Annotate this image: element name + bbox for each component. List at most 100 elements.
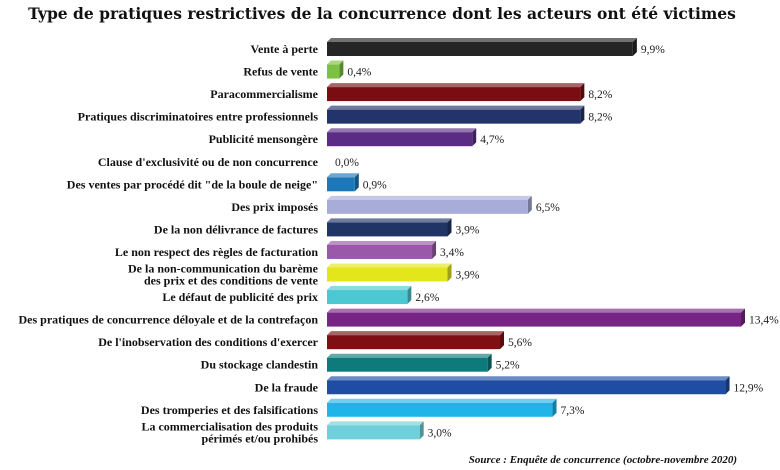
value-label: 3,4% bbox=[440, 247, 464, 259]
bar bbox=[327, 109, 581, 124]
bar-row: Le défaut de publicité des prix 2,6% bbox=[162, 286, 440, 305]
value-label: 5,2% bbox=[496, 360, 520, 372]
value-label: 0,0% bbox=[335, 157, 359, 169]
category-label-line: périmés et/ou prohibés bbox=[202, 431, 319, 445]
bar bbox=[327, 402, 553, 417]
bar bbox=[327, 312, 741, 327]
bar-top-face bbox=[327, 353, 492, 358]
bar-top-face bbox=[327, 240, 437, 245]
category-label: Des ventes par procédé dit "de la boule … bbox=[67, 177, 318, 191]
bar-top-face bbox=[327, 218, 452, 223]
bar-side-face bbox=[432, 240, 437, 259]
bar-top-face bbox=[327, 286, 412, 291]
bar bbox=[327, 357, 488, 372]
chart-title: Type de pratiques restrictives de la con… bbox=[28, 4, 736, 23]
category-label: Clause d'exclusivité ou de non concurren… bbox=[98, 155, 319, 169]
bar bbox=[327, 64, 340, 79]
value-label: 6,5% bbox=[536, 202, 560, 214]
category-label: Des pratiques de concurrence déloyale et… bbox=[18, 313, 318, 327]
value-label: 9,9% bbox=[641, 44, 665, 56]
category-label-line: De la non-communication du barème bbox=[128, 262, 319, 276]
bar-top-face bbox=[327, 83, 585, 88]
bar bbox=[327, 425, 420, 440]
bar-row: Des ventes par procédé dit "de la boule … bbox=[67, 173, 387, 192]
bar-row: Pratiques discriminatoires entre profess… bbox=[78, 105, 613, 124]
category-label: De la non délivrance de factures bbox=[154, 222, 318, 236]
category-label: Paracommercialisme bbox=[210, 87, 318, 101]
value-label: 0,9% bbox=[363, 179, 387, 191]
category-label: Publicité mensongère bbox=[209, 132, 319, 146]
bar bbox=[327, 199, 528, 214]
category-label: De l'inobservation des conditions d'exer… bbox=[98, 335, 318, 349]
value-label: 7,3% bbox=[561, 405, 585, 417]
bar bbox=[327, 42, 633, 56]
bar-side-face bbox=[447, 263, 452, 282]
bar bbox=[327, 380, 726, 395]
bar-side-face bbox=[339, 60, 344, 79]
bar-top-face bbox=[327, 421, 424, 426]
bar-row: Refus de vente 0,4% bbox=[243, 60, 372, 79]
category-label: Du stockage clandestin bbox=[201, 358, 319, 372]
bar-top-face bbox=[327, 60, 344, 65]
bar bbox=[327, 267, 448, 282]
bar-top-face bbox=[327, 38, 637, 42]
bar bbox=[327, 290, 408, 305]
bar-side-face bbox=[354, 173, 359, 192]
category-label: Pratiques discriminatoires entre profess… bbox=[78, 110, 319, 124]
category-label: Refus de vente bbox=[243, 65, 318, 79]
bar-side-face bbox=[632, 38, 637, 56]
bar-side-face bbox=[741, 308, 745, 327]
bar-side-face bbox=[487, 353, 492, 372]
bar-row: La commercialisation des produitspérimés… bbox=[141, 419, 452, 445]
bar-side-face bbox=[580, 105, 585, 124]
category-label: Des prix imposés bbox=[231, 200, 318, 214]
category-label: De la fraude bbox=[255, 380, 319, 394]
value-label: 5,6% bbox=[508, 337, 532, 349]
bar-top-face bbox=[327, 173, 359, 178]
bar bbox=[327, 335, 501, 350]
bar-top-face bbox=[327, 398, 557, 403]
bar bbox=[327, 222, 448, 237]
category-label: Des tromperies et des falsifications bbox=[141, 403, 318, 417]
bar-top-face bbox=[327, 376, 730, 381]
category-label: Le défaut de publicité des prix bbox=[162, 290, 318, 304]
category-label: Vente à perte bbox=[250, 42, 318, 56]
value-label: 8,2% bbox=[588, 89, 612, 101]
bar-side-face bbox=[500, 331, 505, 350]
bar-row: Des pratiques de concurrence déloyale et… bbox=[18, 308, 779, 327]
bar-row: De la non délivrance de factures 3,9% bbox=[154, 218, 480, 237]
value-label: 12,9% bbox=[734, 382, 764, 394]
value-label: 3,9% bbox=[455, 270, 479, 282]
bar-side-face bbox=[407, 286, 412, 305]
bar-row: De la fraude 12,9% bbox=[255, 376, 764, 395]
bar-row: Publicité mensongère 4,7% bbox=[209, 128, 505, 147]
chart-source: Source : Enquête de concurrence (octobre… bbox=[469, 454, 737, 466]
value-label: 4,7% bbox=[480, 134, 504, 146]
bar-top-face bbox=[327, 195, 532, 200]
category-label-line: La commercialisation des produits bbox=[141, 419, 318, 433]
bar-top-face bbox=[327, 263, 452, 268]
bar-row: Clause d'exclusivité ou de non concurren… bbox=[98, 155, 359, 169]
value-label: 8,2% bbox=[588, 112, 612, 124]
category-label: Le non respect des règles de facturation bbox=[115, 245, 318, 259]
bar-top-face bbox=[327, 128, 477, 133]
bar-side-face bbox=[472, 128, 477, 147]
bar-row: Le non respect des règles de facturation… bbox=[115, 240, 464, 259]
bar-row: Du stockage clandestin 5,2% bbox=[201, 353, 520, 372]
bar-row: Des prix imposés 6,5% bbox=[231, 195, 560, 214]
value-label: 2,6% bbox=[415, 292, 439, 304]
bar bbox=[327, 87, 581, 102]
bar-side-face bbox=[527, 195, 532, 214]
bar bbox=[327, 244, 433, 259]
value-label: 13,4% bbox=[749, 315, 779, 327]
bar-row: Vente à perte 9,9% bbox=[250, 38, 665, 56]
value-label: 0,4% bbox=[347, 67, 371, 79]
value-label: 3,9% bbox=[455, 224, 479, 236]
bar-row: Des tromperies et des falsifications 7,3% bbox=[141, 398, 585, 417]
category-label-line: des prix et des conditions de vente bbox=[144, 274, 319, 288]
bar-side-face bbox=[580, 83, 585, 102]
bar-top-face bbox=[327, 105, 585, 110]
bar-side-face bbox=[419, 421, 424, 440]
